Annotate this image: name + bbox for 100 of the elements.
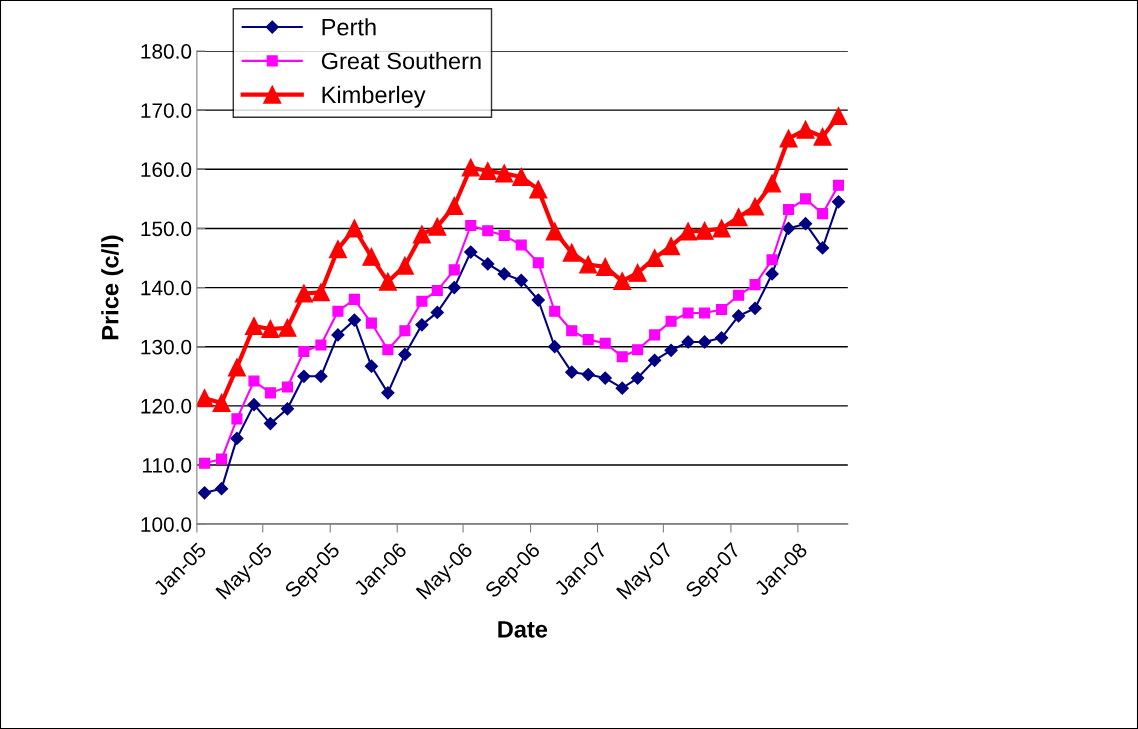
- point: [831, 195, 846, 209]
- point: [348, 293, 360, 305]
- point: [681, 335, 695, 349]
- point: [447, 281, 461, 295]
- point: [264, 387, 276, 399]
- point: [497, 267, 511, 281]
- y-tick-label: 150.0: [141, 221, 192, 237]
- point: [798, 217, 813, 231]
- point: [548, 340, 562, 354]
- legend-label: Perth: [322, 18, 376, 36]
- point: [796, 120, 815, 139]
- point: [398, 347, 412, 362]
- point: [263, 417, 278, 431]
- point: [364, 359, 378, 373]
- legend-label: Great Southern: [321, 52, 481, 70]
- y-tick-label: 110.0: [143, 458, 192, 473]
- point: [697, 335, 712, 349]
- point: [596, 257, 615, 276]
- point: [381, 386, 395, 400]
- point: [712, 219, 731, 238]
- point: [732, 309, 746, 323]
- point: [395, 256, 414, 275]
- point: [227, 358, 246, 377]
- point: [565, 365, 579, 379]
- point: [261, 319, 280, 339]
- point: [430, 305, 444, 320]
- point: [763, 174, 782, 193]
- point: [514, 273, 528, 288]
- point: [746, 197, 765, 216]
- point: [328, 240, 347, 259]
- point: [512, 167, 531, 187]
- y-axis-title: Price (c/l): [101, 235, 124, 340]
- point: [244, 317, 263, 336]
- point: [699, 307, 711, 319]
- point: [297, 369, 311, 383]
- point: [782, 203, 795, 216]
- point: [748, 301, 762, 315]
- point: [216, 453, 228, 465]
- point: [332, 305, 344, 317]
- point: [562, 243, 581, 262]
- point: [632, 344, 644, 356]
- point: [649, 329, 661, 341]
- point: [314, 369, 328, 383]
- point: [231, 413, 243, 425]
- y-tick-label: 100.0: [141, 517, 192, 532]
- point: [481, 257, 495, 271]
- point: [566, 325, 578, 337]
- point: [645, 248, 664, 268]
- point: [545, 222, 564, 241]
- point: [598, 371, 612, 385]
- point: [716, 303, 728, 316]
- point: [399, 325, 411, 337]
- point: [214, 482, 229, 496]
- point: [662, 237, 681, 256]
- point: [378, 272, 397, 291]
- point: [415, 318, 429, 332]
- point: [628, 263, 647, 282]
- point: [461, 158, 480, 177]
- point: [230, 431, 244, 445]
- point: [531, 293, 545, 307]
- point: [280, 402, 295, 416]
- point: [331, 328, 345, 342]
- y-tick-label: 180.0: [141, 44, 192, 59]
- point: [766, 254, 778, 266]
- point: [345, 219, 364, 238]
- point: [498, 229, 510, 242]
- point: [412, 225, 431, 244]
- point: [431, 284, 443, 297]
- x-axis-title: Date: [498, 621, 548, 638]
- point: [347, 313, 361, 327]
- y-tick-label: 140.0: [141, 280, 192, 296]
- point: [464, 245, 478, 259]
- point: [582, 334, 594, 346]
- point: [613, 272, 632, 291]
- point: [682, 307, 694, 319]
- point: [749, 279, 761, 291]
- point: [197, 486, 212, 500]
- point: [581, 367, 595, 382]
- point: [416, 295, 428, 307]
- point: [714, 331, 729, 345]
- point: [199, 457, 211, 469]
- point: [482, 225, 494, 237]
- point: [196, 389, 214, 408]
- point: [549, 305, 561, 317]
- point: [428, 217, 447, 236]
- point: [365, 317, 377, 329]
- point: [579, 255, 598, 274]
- point: [729, 208, 748, 227]
- point: [665, 315, 677, 327]
- point: [813, 127, 832, 146]
- point: [281, 381, 293, 393]
- point: [445, 196, 464, 216]
- y-tick-label: 130.0: [141, 339, 192, 355]
- point: [648, 353, 662, 367]
- point: [799, 193, 812, 205]
- point: [212, 393, 231, 412]
- point: [311, 283, 330, 302]
- y-tick-label: 170.0: [141, 103, 192, 118]
- point: [616, 351, 628, 363]
- y-tick-label: 160.0: [141, 162, 192, 178]
